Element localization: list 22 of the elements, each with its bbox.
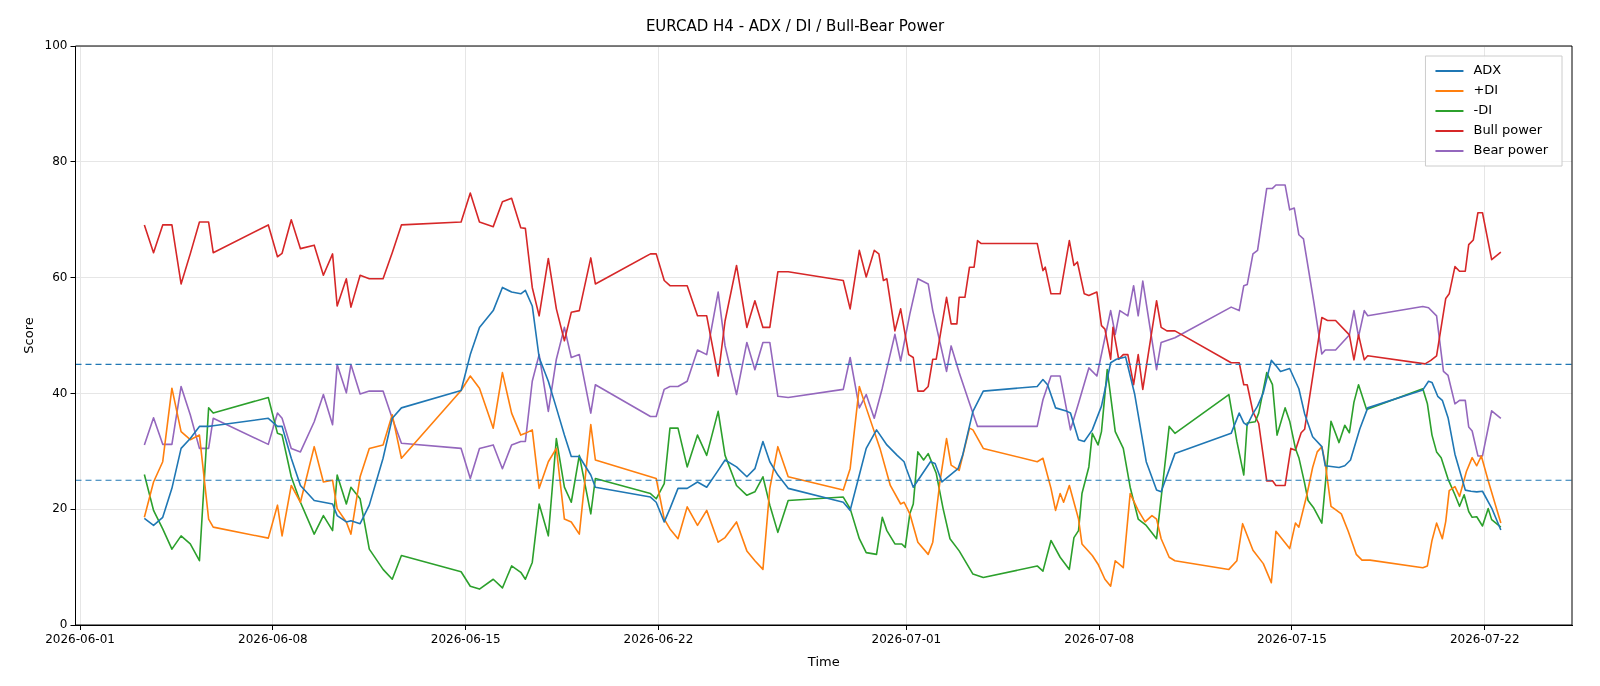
y-axis-title: Score [21,317,37,354]
x-tick-label: 2026-06-08 [238,632,308,647]
y-tick-label: 40 [52,385,68,400]
legend-label: -DI [1473,102,1493,118]
x-tick-label: 2026-06-22 [623,632,694,647]
y-tick-label: 0 [59,617,68,632]
y-tick-label: 20 [52,501,68,516]
legend-label: Bull power [1473,122,1543,138]
x-tick-label: 2026-07-22 [1449,632,1520,647]
legend-label: +DI [1473,82,1499,98]
y-tick-label: 80 [52,153,68,168]
x-tick-label: 2026-06-01 [45,632,115,647]
x-tick-label: 2026-07-15 [1257,632,1327,647]
legend-label: Bear power [1473,142,1549,158]
x-tick-label: 2026-07-01 [871,632,942,647]
y-tick-label: 60 [52,269,68,284]
y-tick-label: 100 [44,38,68,53]
legend-label: ADX [1473,62,1502,78]
x-tick-label: 2026-06-15 [430,632,501,647]
x-tick-label: 2026-07-08 [1064,632,1135,647]
x-axis-title: Time [806,653,840,669]
chart-title: EURCAD H4 - ADX / DI / Bull-Bear Power [645,16,945,35]
